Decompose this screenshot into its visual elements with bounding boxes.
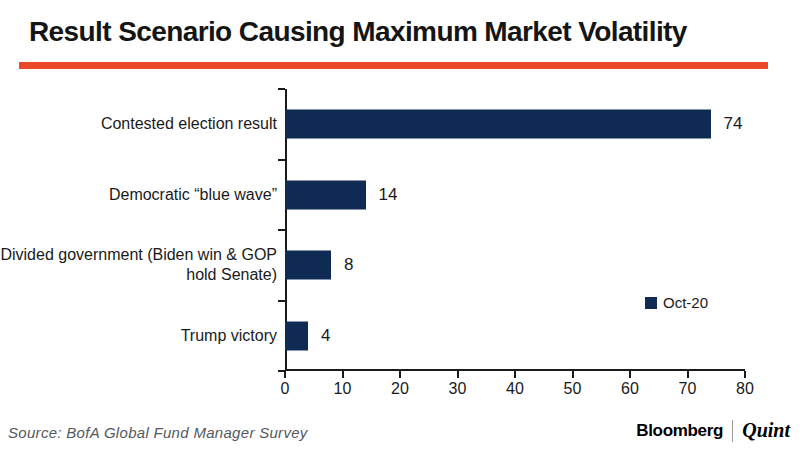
category-label: Contested election result — [0, 114, 277, 134]
x-axis-tick — [284, 371, 286, 378]
source-note: Source: BofA Global Fund Manager Survey — [8, 424, 308, 441]
bar — [285, 321, 308, 350]
x-axis-tick — [399, 371, 401, 378]
x-axis-tick-label: 10 — [334, 380, 352, 398]
x-axis-tick-label: 30 — [449, 380, 467, 398]
title-accent-rule — [19, 62, 768, 69]
category-label: Divided government (Biden win & GOP hold… — [0, 245, 277, 285]
bar — [285, 251, 331, 280]
x-axis-tick-label: 40 — [506, 380, 524, 398]
x-axis-tick — [342, 371, 344, 378]
x-axis-tick-label: 70 — [679, 380, 697, 398]
legend: Oct-20 — [645, 294, 708, 311]
bar — [285, 110, 711, 139]
chart-canvas: Result Scenario Causing Maximum Market V… — [0, 0, 800, 450]
category-label: Trump victory — [0, 326, 277, 346]
y-axis-tick — [278, 300, 285, 302]
x-axis-tick-label: 80 — [736, 380, 754, 398]
brand-logo: Bloomberg Quint — [636, 419, 790, 442]
bloomberg-logo: Bloomberg — [636, 421, 723, 441]
x-axis-tick — [687, 371, 689, 378]
x-axis-tick — [629, 371, 631, 378]
x-axis-tick-label: 50 — [564, 380, 582, 398]
x-axis-tick-label: 60 — [621, 380, 639, 398]
x-axis-tick — [457, 371, 459, 378]
x-axis-tick — [572, 371, 574, 378]
quint-logo: Quint — [742, 419, 790, 442]
x-axis-tick — [744, 371, 746, 378]
value-label: 74 — [724, 114, 743, 134]
y-axis-tick — [278, 88, 285, 90]
y-axis-tick — [278, 159, 285, 161]
x-axis-tick — [514, 371, 516, 378]
chart-title: Result Scenario Causing Maximum Market V… — [29, 16, 687, 48]
x-axis-tick-label: 20 — [391, 380, 409, 398]
x-axis-tick-label: 0 — [281, 380, 290, 398]
value-label: 14 — [379, 185, 398, 205]
legend-swatch-icon — [645, 297, 657, 309]
value-label: 8 — [344, 255, 353, 275]
bar — [285, 180, 366, 209]
category-label: Democratic “blue wave” — [0, 185, 277, 205]
y-axis-tick — [278, 229, 285, 231]
legend-label: Oct-20 — [663, 294, 708, 311]
value-label: 4 — [321, 326, 330, 346]
brand-divider — [732, 420, 733, 442]
